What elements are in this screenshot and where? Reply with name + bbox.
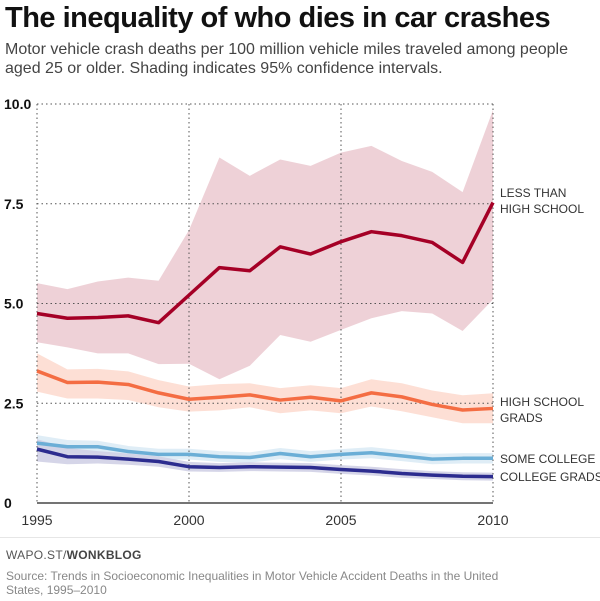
series-label: HIGH SCHOOL xyxy=(500,202,584,216)
series-line xyxy=(36,441,493,461)
x-tick-label: 2005 xyxy=(325,512,356,528)
chart-subtitle: Motor vehicle crash deaths per 100 milli… xyxy=(5,41,568,77)
confidence-band xyxy=(37,353,493,424)
y-tick-label: 10.0 xyxy=(4,96,31,112)
y-tick-label: 7.5 xyxy=(4,196,24,212)
x-tick-label: 1995 xyxy=(21,512,52,528)
series-label: SOME COLLEGE xyxy=(500,452,595,466)
series-line xyxy=(36,369,494,412)
site-bold: WONKBLOG xyxy=(66,548,142,562)
confidence-band xyxy=(37,109,493,380)
y-tick-label: 0 xyxy=(4,495,12,511)
y-tick-label: 5.0 xyxy=(4,296,24,312)
series-line xyxy=(36,201,495,325)
series-label: GRADS xyxy=(500,411,543,425)
chart-title: The inequality of who dies in car crashe… xyxy=(5,2,551,34)
x-tick-label: 2000 xyxy=(173,512,204,528)
divider xyxy=(0,537,600,538)
source-note: Source: Trends in Socioeconomic Inequali… xyxy=(6,569,499,597)
site-credit: WAPO.ST/WONKBLOG xyxy=(6,548,142,562)
x-tick-label: 2010 xyxy=(477,512,508,528)
series-label: LESS THAN xyxy=(500,186,566,200)
site-prefix: WAPO.ST/ xyxy=(6,548,67,562)
series-label: HIGH SCHOOL xyxy=(500,395,584,409)
series-label: COLLEGE GRADS xyxy=(500,470,600,484)
y-tick-label: 2.5 xyxy=(4,395,24,411)
series-line xyxy=(36,447,494,479)
